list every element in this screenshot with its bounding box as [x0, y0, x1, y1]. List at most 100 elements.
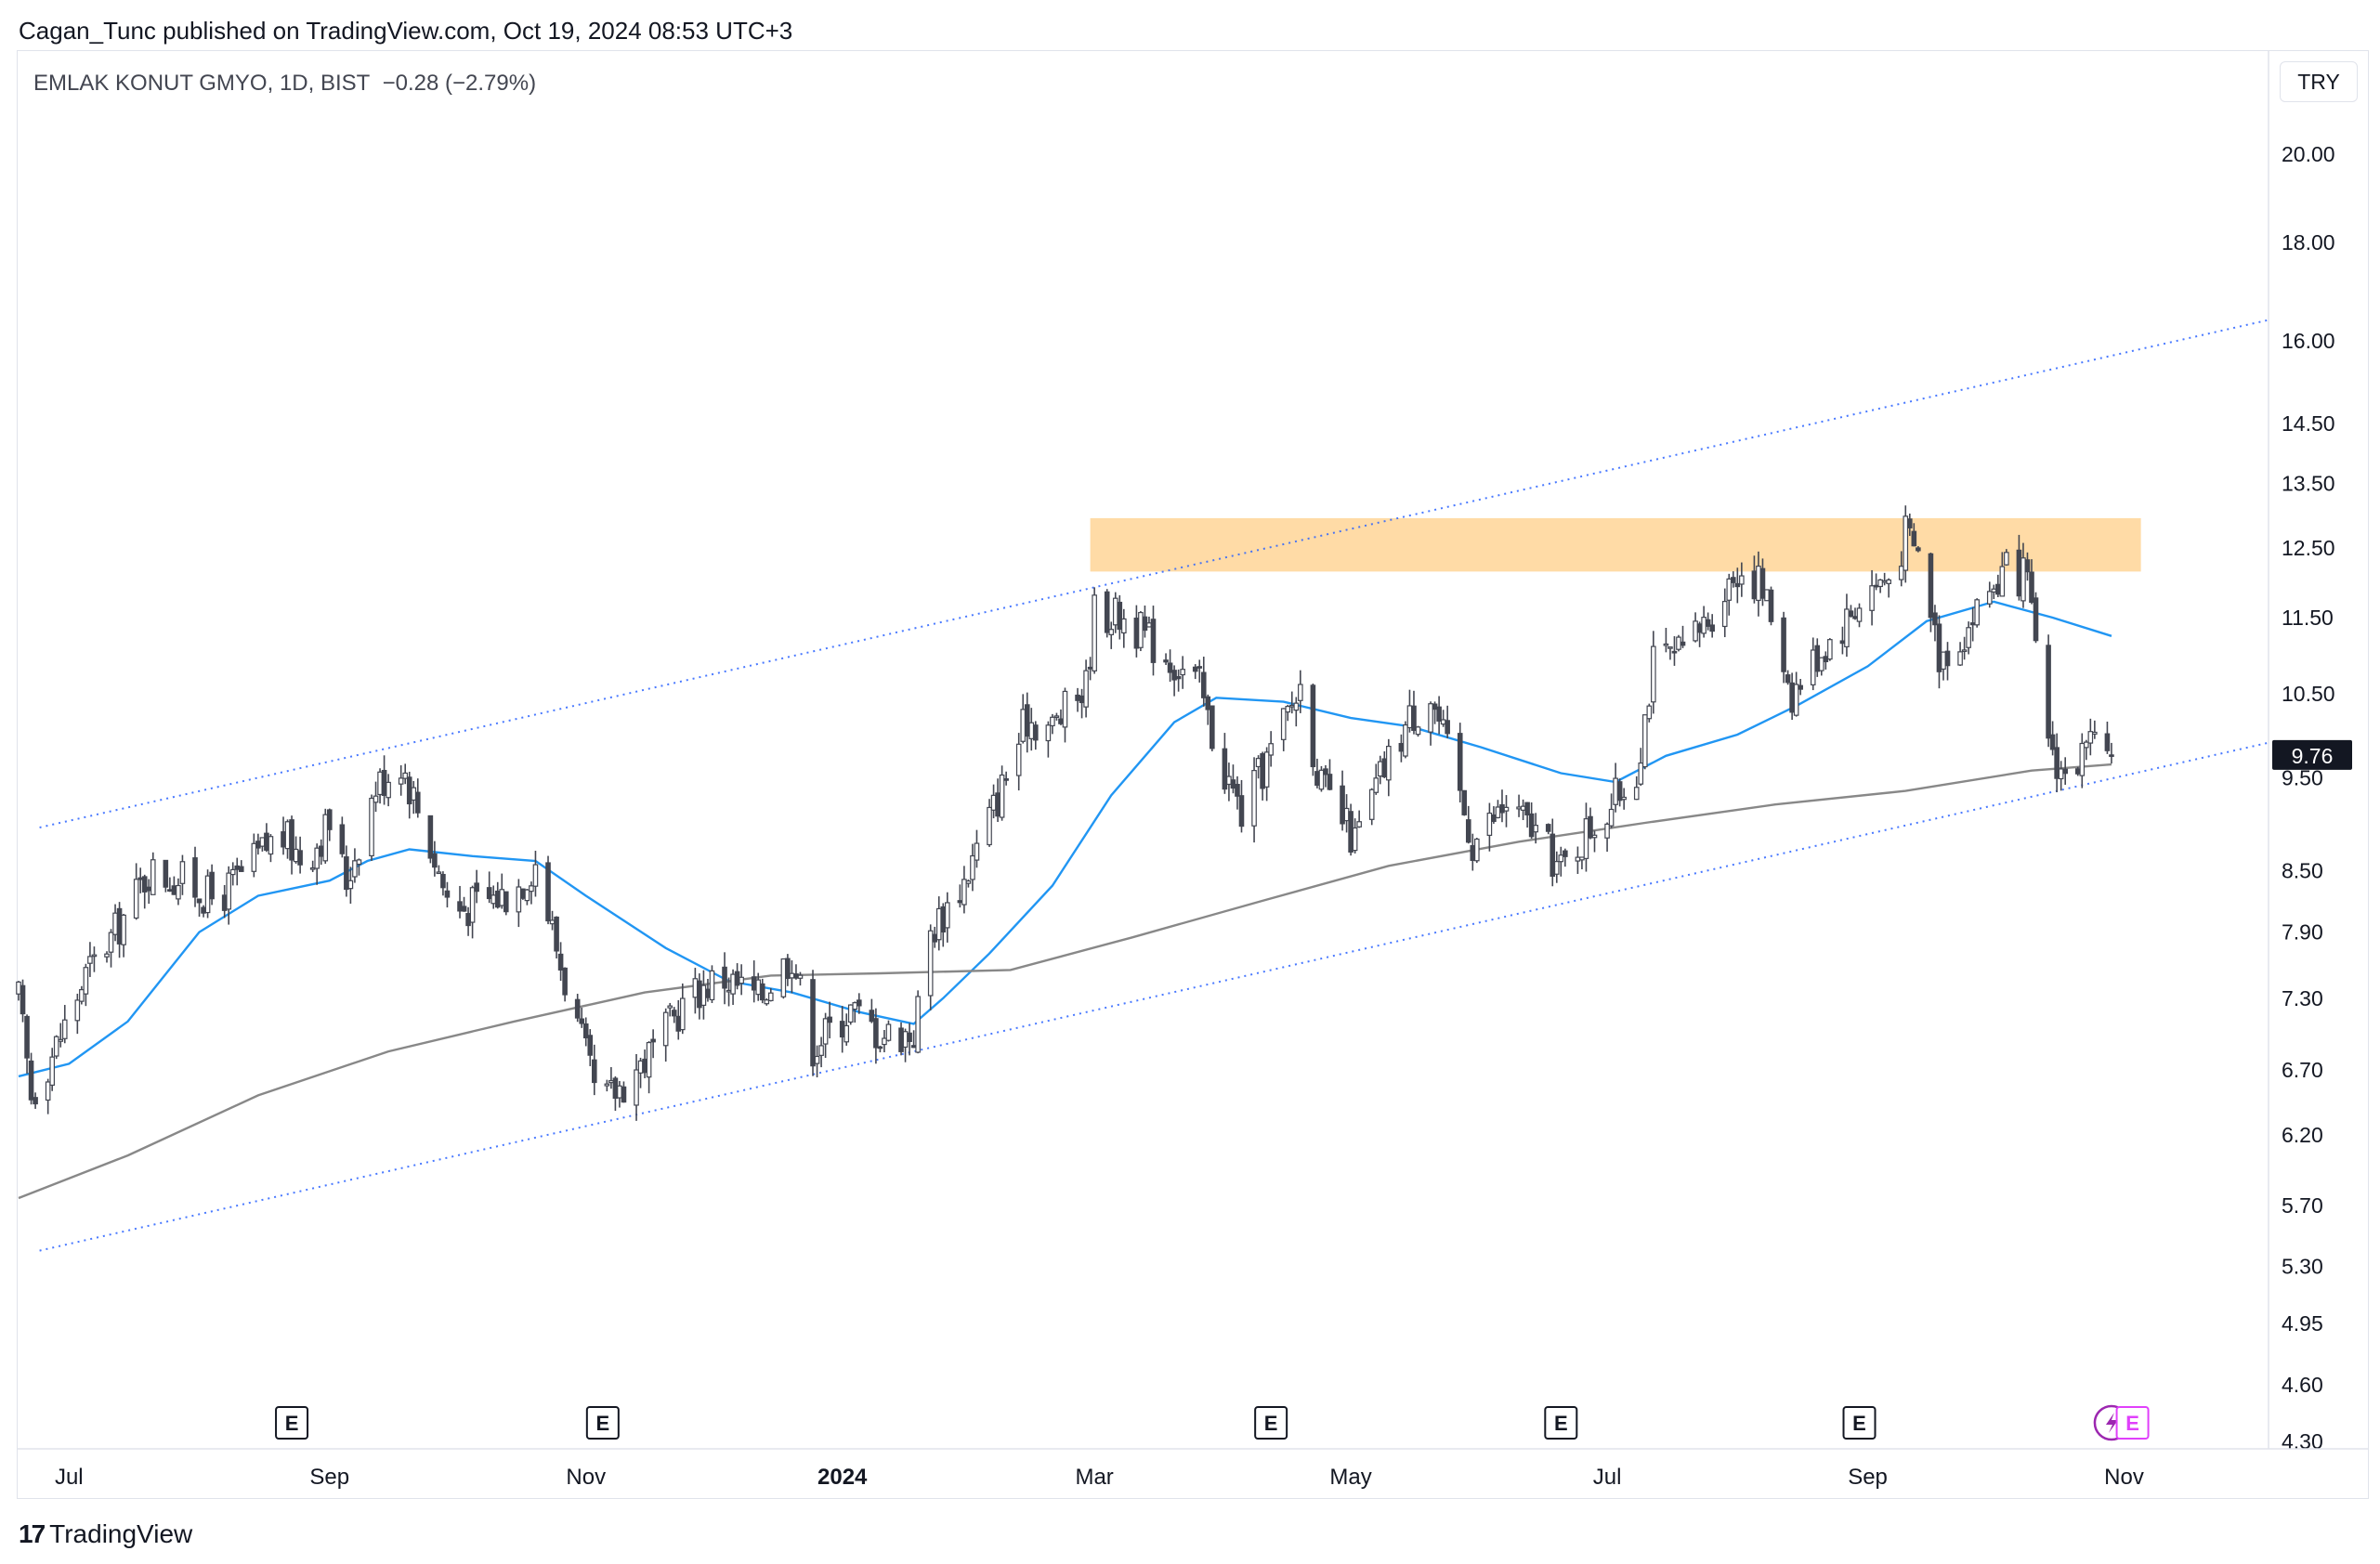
chart-frame[interactable] [17, 50, 2369, 1499]
earnings-event-icon[interactable]: E [275, 1406, 309, 1440]
candle [1377, 755, 1383, 785]
candle-body [932, 933, 938, 943]
candle-body [289, 819, 294, 861]
candle [1406, 689, 1413, 733]
candle-body [2084, 741, 2089, 749]
price-tick-label: 11.50 [2282, 606, 2334, 630]
price-tick-label: 4.95 [2282, 1311, 2323, 1336]
candle-body [910, 1045, 917, 1049]
candle-body [604, 1083, 610, 1087]
candle-body [108, 932, 114, 953]
candle [1676, 634, 1681, 652]
candle-body [1856, 607, 1863, 622]
candle-body [662, 1011, 669, 1047]
candle [226, 866, 232, 925]
candle-body [146, 886, 152, 892]
candle [1764, 589, 1770, 602]
candle-body [369, 797, 374, 857]
price-tick-label: 7.30 [2282, 986, 2323, 1010]
candle-body [167, 889, 173, 893]
candle [108, 929, 114, 968]
candle [1092, 587, 1097, 674]
candle [1163, 653, 1169, 665]
candle [1180, 656, 1185, 689]
candle [1024, 692, 1030, 753]
candle-body [1121, 618, 1127, 634]
candle-body [402, 772, 409, 779]
candle [574, 994, 581, 1023]
candle [339, 816, 346, 858]
candle [529, 881, 534, 905]
time-tick-label: Sep [1848, 1465, 1888, 1490]
candle-body [1197, 666, 1203, 669]
candle-body [902, 1031, 909, 1049]
tradingview-logo[interactable]: 17 TradingView [19, 1519, 192, 1549]
candle [1440, 710, 1446, 727]
price-tick-label: 20.00 [2282, 142, 2335, 166]
candle [1263, 747, 1270, 802]
candle-body [1083, 670, 1089, 708]
candle [465, 906, 471, 936]
candle-body [356, 859, 362, 866]
candle-body [882, 1037, 887, 1046]
candle [1533, 813, 1538, 844]
candle-body [1323, 768, 1328, 775]
earnings-event-icon[interactable]: E [1254, 1406, 1288, 1440]
price-tick-label: 14.50 [2282, 411, 2335, 436]
candle [793, 964, 799, 980]
earnings-event-icon[interactable]: E [1842, 1406, 1877, 1440]
currency-button[interactable]: TRY [2280, 61, 2358, 102]
candle [1646, 703, 1653, 723]
candle-body [268, 836, 274, 855]
candle [1814, 638, 1821, 677]
candle [582, 1017, 589, 1047]
candle-body [1117, 601, 1123, 631]
candle [869, 998, 875, 1023]
candle-body [1974, 599, 1980, 626]
candle [2079, 733, 2086, 789]
price-tick-label: 5.30 [2282, 1254, 2323, 1278]
candle-body [1112, 597, 1118, 626]
candle [642, 1049, 647, 1078]
price-tick-label: 16.00 [2282, 329, 2335, 353]
candle [1200, 657, 1207, 707]
candle [1810, 637, 1816, 691]
candle [957, 884, 963, 908]
candle-body [822, 1018, 829, 1045]
candle [1588, 807, 1593, 840]
resistance-zone [1090, 517, 2141, 572]
candle-body [1222, 748, 1228, 790]
candle [1651, 631, 1656, 714]
candle-body [255, 841, 261, 849]
candle-body [465, 913, 471, 927]
candle-body [1941, 651, 1946, 670]
candle [730, 969, 736, 1006]
candle-body [1356, 821, 1362, 828]
candle-body [562, 967, 568, 996]
candle [612, 1075, 619, 1112]
candle [281, 816, 286, 855]
time-tick-label: Jul [1593, 1465, 1622, 1490]
candle-body [1310, 684, 1316, 768]
last-price-badge [2272, 739, 2352, 770]
resistance-zone-layer [1090, 517, 2141, 572]
earnings-event-icon[interactable]: E [585, 1406, 620, 1440]
candle [1348, 803, 1353, 856]
earnings-event-icon[interactable]: E [2115, 1406, 2150, 1440]
candle [1327, 759, 1333, 791]
candle [1641, 714, 1648, 770]
candle-body [582, 1023, 589, 1039]
candle [839, 1006, 845, 1053]
candle [436, 865, 442, 875]
candle [873, 1008, 879, 1064]
earnings-label: E [595, 1412, 609, 1435]
candle-body [646, 1041, 652, 1078]
candle [209, 864, 215, 906]
candle-body [1062, 690, 1068, 728]
candle-body [697, 980, 702, 1009]
candle [309, 860, 316, 872]
candle-body [1633, 787, 1640, 801]
earnings-event-icon[interactable]: E [1544, 1406, 1578, 1440]
candle [121, 914, 126, 958]
